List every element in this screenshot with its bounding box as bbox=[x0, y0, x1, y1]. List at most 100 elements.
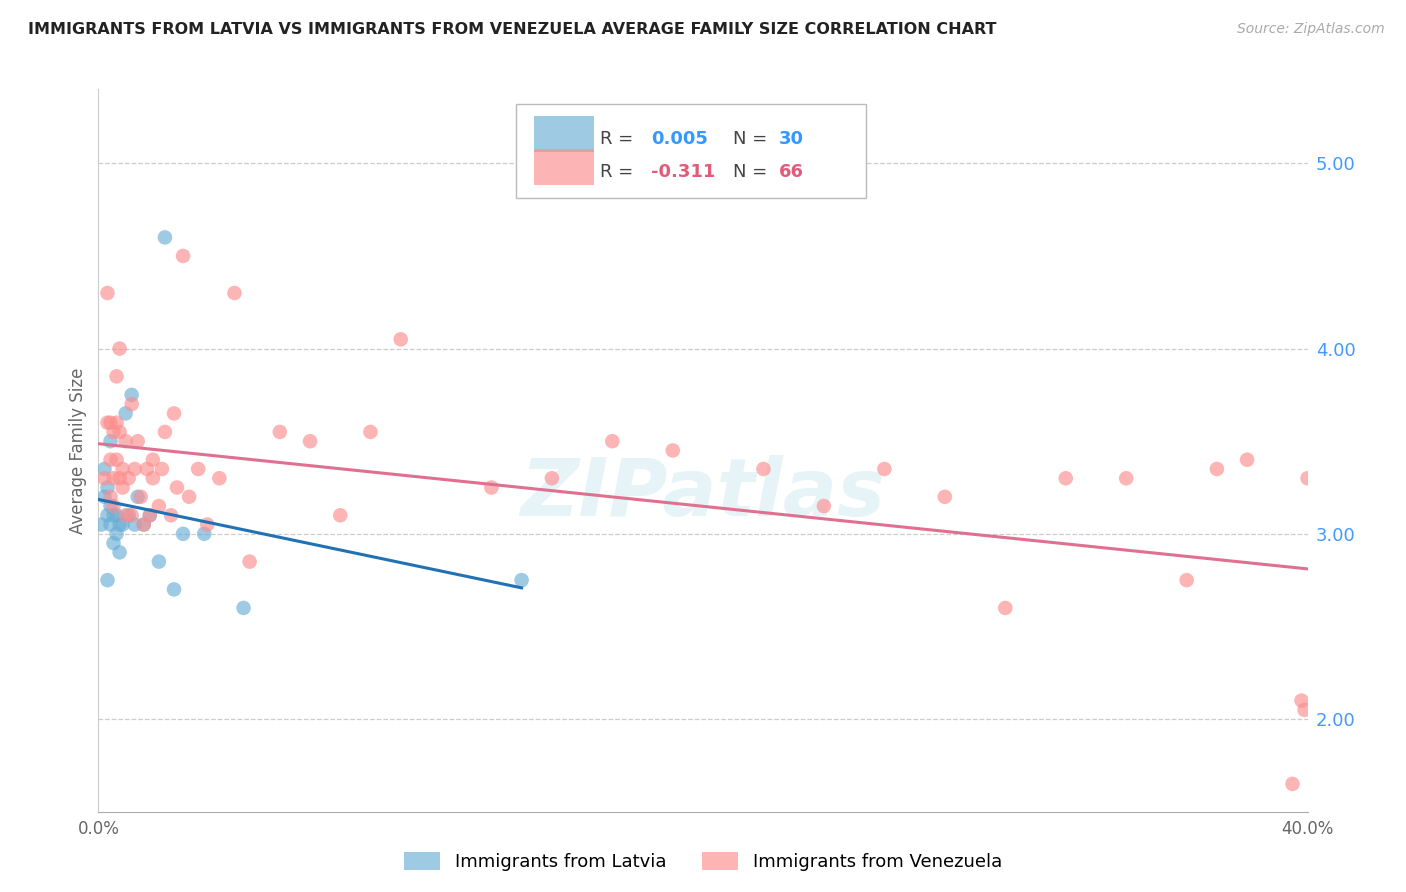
Point bbox=[127, 490, 149, 504]
Point bbox=[108, 517, 131, 532]
Point bbox=[1281, 777, 1303, 791]
Point bbox=[481, 481, 503, 495]
Point bbox=[153, 425, 176, 439]
Point bbox=[105, 416, 128, 430]
Point bbox=[195, 517, 218, 532]
Point bbox=[96, 481, 118, 495]
Point bbox=[269, 425, 291, 439]
Point bbox=[166, 481, 188, 495]
Point bbox=[108, 545, 131, 559]
Point bbox=[193, 526, 215, 541]
Text: N =: N = bbox=[734, 130, 773, 148]
Point bbox=[93, 462, 115, 476]
Point bbox=[100, 517, 122, 532]
Point bbox=[127, 434, 149, 449]
Point bbox=[208, 471, 231, 485]
Point bbox=[100, 434, 122, 449]
Point bbox=[1296, 471, 1319, 485]
Text: R =: R = bbox=[600, 130, 640, 148]
Text: IMMIGRANTS FROM LATVIA VS IMMIGRANTS FROM VENEZUELA AVERAGE FAMILY SIZE CORRELAT: IMMIGRANTS FROM LATVIA VS IMMIGRANTS FRO… bbox=[28, 22, 997, 37]
Point bbox=[118, 508, 141, 523]
Text: -0.311: -0.311 bbox=[651, 163, 716, 181]
Point bbox=[114, 508, 136, 523]
Point bbox=[132, 517, 155, 532]
Point bbox=[100, 499, 122, 513]
Point bbox=[114, 406, 136, 420]
Point bbox=[111, 517, 134, 532]
Point bbox=[360, 425, 382, 439]
Point bbox=[602, 434, 624, 449]
Point bbox=[121, 388, 143, 402]
Point bbox=[232, 601, 254, 615]
Point bbox=[111, 462, 134, 476]
Point bbox=[103, 499, 125, 513]
Point bbox=[103, 508, 125, 523]
Point bbox=[187, 462, 209, 476]
Point bbox=[103, 425, 125, 439]
Point bbox=[111, 481, 134, 495]
Point bbox=[1115, 471, 1137, 485]
Point bbox=[100, 490, 122, 504]
Point bbox=[148, 499, 170, 513]
Text: 30: 30 bbox=[779, 130, 804, 148]
Point bbox=[124, 517, 146, 532]
Point bbox=[934, 490, 956, 504]
Legend: Immigrants from Latvia, Immigrants from Venezuela: Immigrants from Latvia, Immigrants from … bbox=[396, 845, 1010, 879]
FancyBboxPatch shape bbox=[534, 116, 595, 152]
Point bbox=[135, 462, 157, 476]
Point bbox=[163, 406, 186, 420]
Point bbox=[103, 471, 125, 485]
Point bbox=[124, 462, 146, 476]
Point bbox=[752, 462, 775, 476]
Point bbox=[100, 452, 122, 467]
Point bbox=[93, 471, 115, 485]
Point bbox=[114, 434, 136, 449]
Point bbox=[813, 499, 835, 513]
FancyBboxPatch shape bbox=[516, 103, 866, 198]
Y-axis label: Average Family Size: Average Family Size bbox=[69, 368, 87, 533]
Point bbox=[108, 471, 131, 485]
Point bbox=[150, 462, 173, 476]
Point bbox=[96, 285, 118, 300]
Point bbox=[105, 508, 128, 523]
Point bbox=[105, 526, 128, 541]
Point bbox=[153, 230, 176, 244]
Text: N =: N = bbox=[734, 163, 773, 181]
Point bbox=[93, 490, 115, 504]
Point bbox=[1236, 452, 1258, 467]
Point bbox=[118, 471, 141, 485]
Point bbox=[1206, 462, 1229, 476]
Point bbox=[148, 555, 170, 569]
Text: 66: 66 bbox=[779, 163, 804, 181]
Point bbox=[129, 490, 152, 504]
Point bbox=[540, 471, 562, 485]
Point bbox=[510, 573, 533, 587]
Point bbox=[1175, 573, 1198, 587]
Point bbox=[239, 555, 262, 569]
Point bbox=[100, 416, 122, 430]
Point bbox=[121, 508, 143, 523]
Point bbox=[661, 443, 683, 458]
Point bbox=[389, 332, 412, 346]
Point bbox=[132, 517, 155, 532]
Point bbox=[1294, 703, 1316, 717]
Point bbox=[299, 434, 322, 449]
Point bbox=[96, 416, 118, 430]
Point bbox=[224, 285, 246, 300]
Point bbox=[160, 508, 183, 523]
Point bbox=[1291, 693, 1313, 707]
Point bbox=[994, 601, 1017, 615]
Point bbox=[172, 249, 194, 263]
FancyBboxPatch shape bbox=[534, 149, 595, 186]
Point bbox=[172, 526, 194, 541]
Text: Source: ZipAtlas.com: Source: ZipAtlas.com bbox=[1237, 22, 1385, 37]
Point bbox=[105, 452, 128, 467]
Point bbox=[96, 573, 118, 587]
Point bbox=[121, 397, 143, 411]
Point bbox=[873, 462, 896, 476]
Point bbox=[90, 517, 112, 532]
Point bbox=[329, 508, 352, 523]
Point bbox=[1054, 471, 1077, 485]
Point bbox=[105, 369, 128, 384]
Text: ZIPatlas: ZIPatlas bbox=[520, 455, 886, 533]
